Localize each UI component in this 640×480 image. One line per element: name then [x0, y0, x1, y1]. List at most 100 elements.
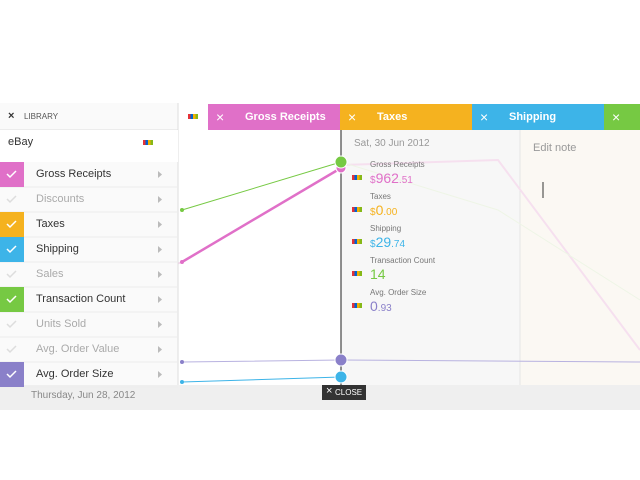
tooltip-date: Sat, 30 Jun 2012 — [354, 138, 430, 149]
tooltip-label: Avg. Order Size — [370, 288, 427, 297]
library-close[interactable]: × — [8, 110, 15, 122]
value-whole: 29 — [375, 234, 392, 250]
check — [6, 170, 17, 179]
row-arrow — [158, 246, 162, 253]
ebay-logo — [354, 271, 357, 276]
faded-line — [340, 158, 640, 351]
value-whole: 0 — [375, 202, 384, 218]
ebay-logo — [145, 140, 148, 145]
check — [6, 345, 17, 354]
value-currency: $ — [370, 239, 376, 250]
check — [6, 270, 17, 279]
ebay-logo — [354, 239, 357, 244]
tab[interactable] — [340, 104, 472, 130]
faded-line — [340, 161, 640, 301]
check — [6, 245, 17, 254]
note-placeholder[interactable]: Edit note — [533, 142, 577, 154]
ebay-logo — [352, 175, 355, 180]
row-arrow — [158, 221, 162, 228]
ebay-logo — [148, 140, 151, 145]
dot — [334, 353, 348, 367]
row-arrow — [158, 271, 162, 278]
metric-label[interactable]: Taxes — [36, 218, 65, 230]
tooltip-label: Shipping — [370, 224, 402, 233]
dot — [180, 260, 184, 264]
value-cents: .00 — [383, 207, 398, 218]
ebay-logo — [195, 114, 198, 119]
tooltip-value: $0.00 — [370, 202, 397, 220]
tab-close[interactable]: × — [480, 109, 489, 125]
row-arrow — [158, 346, 162, 353]
tooltip-value: $962.51 — [370, 170, 413, 188]
check — [6, 295, 17, 304]
value-cents: .93 — [377, 303, 392, 314]
ebay-logo — [359, 239, 362, 244]
source-bg — [0, 130, 178, 162]
ebay-logo — [354, 207, 357, 212]
value-cents: .51 — [398, 175, 413, 186]
value-whole: 14 — [370, 266, 386, 282]
ebay-logo — [359, 271, 362, 276]
ebay-logo — [354, 303, 357, 308]
ebay-logo — [352, 207, 355, 212]
metric-label[interactable]: Avg. Order Size — [36, 368, 114, 380]
ebay-logo — [193, 114, 196, 119]
metric-label[interactable]: Units Sold — [36, 318, 87, 330]
tab-close[interactable]: × — [612, 109, 621, 125]
metric-label[interactable]: Avg. Order Value — [36, 343, 120, 355]
close-button[interactable] — [322, 385, 366, 400]
ebay-logo — [352, 303, 355, 308]
row-arrow — [158, 196, 162, 203]
source-name: eBay — [8, 136, 34, 148]
tooltip-label: Taxes — [370, 192, 391, 201]
line-shipping — [181, 376, 342, 383]
ebay-logo — [354, 175, 357, 180]
tab-label: Shipping — [509, 111, 557, 123]
ebay-logo — [357, 175, 360, 180]
dot — [334, 370, 348, 384]
metric-label[interactable]: Discounts — [36, 193, 85, 205]
tooltip-value: $29.74 — [370, 234, 405, 252]
footer-bar — [0, 385, 640, 410]
ebay-logo — [150, 140, 153, 145]
ebay-logo — [357, 303, 360, 308]
row-arrow — [158, 296, 162, 303]
value-currency: $ — [370, 175, 376, 186]
tab[interactable] — [208, 104, 340, 130]
tooltip-value: 0.93 — [370, 298, 392, 316]
metric-label[interactable]: Transaction Count — [36, 293, 126, 305]
tab[interactable] — [472, 104, 604, 130]
tab-close[interactable]: × — [348, 109, 357, 125]
close-icon[interactable]: × — [326, 385, 333, 397]
tooltip-value: 14 — [370, 266, 386, 284]
check — [6, 220, 17, 229]
ebay-logo — [143, 140, 146, 145]
metric-label[interactable]: Shipping — [36, 243, 79, 255]
value-currency: $ — [370, 207, 376, 218]
tab-close[interactable]: × — [216, 109, 225, 125]
line-gross — [181, 166, 342, 264]
ebay-logo — [190, 114, 193, 119]
value-whole: 962 — [375, 170, 399, 186]
ebay-logo — [359, 303, 362, 308]
tooltip-label: Gross Receipts — [370, 160, 425, 169]
note-bg — [520, 130, 640, 385]
close-label[interactable]: CLOSE — [335, 388, 363, 397]
library-title: LIBRARY — [24, 112, 59, 121]
tab[interactable] — [604, 104, 640, 130]
metric-label[interactable]: Sales — [36, 268, 64, 280]
metric-label[interactable]: Gross Receipts — [36, 168, 112, 180]
check — [6, 195, 17, 204]
ebay-logo — [352, 271, 355, 276]
tab-label: Taxes — [377, 111, 408, 123]
dot — [180, 360, 184, 364]
tooltip-label: Transaction Count — [370, 256, 436, 265]
ebay-logo — [352, 239, 355, 244]
ebay-logo — [357, 239, 360, 244]
footer-date: Thursday, Jun 28, 2012 — [31, 390, 136, 401]
ebay-logo — [359, 207, 362, 212]
dot — [180, 208, 184, 212]
ebay-logo — [357, 271, 360, 276]
